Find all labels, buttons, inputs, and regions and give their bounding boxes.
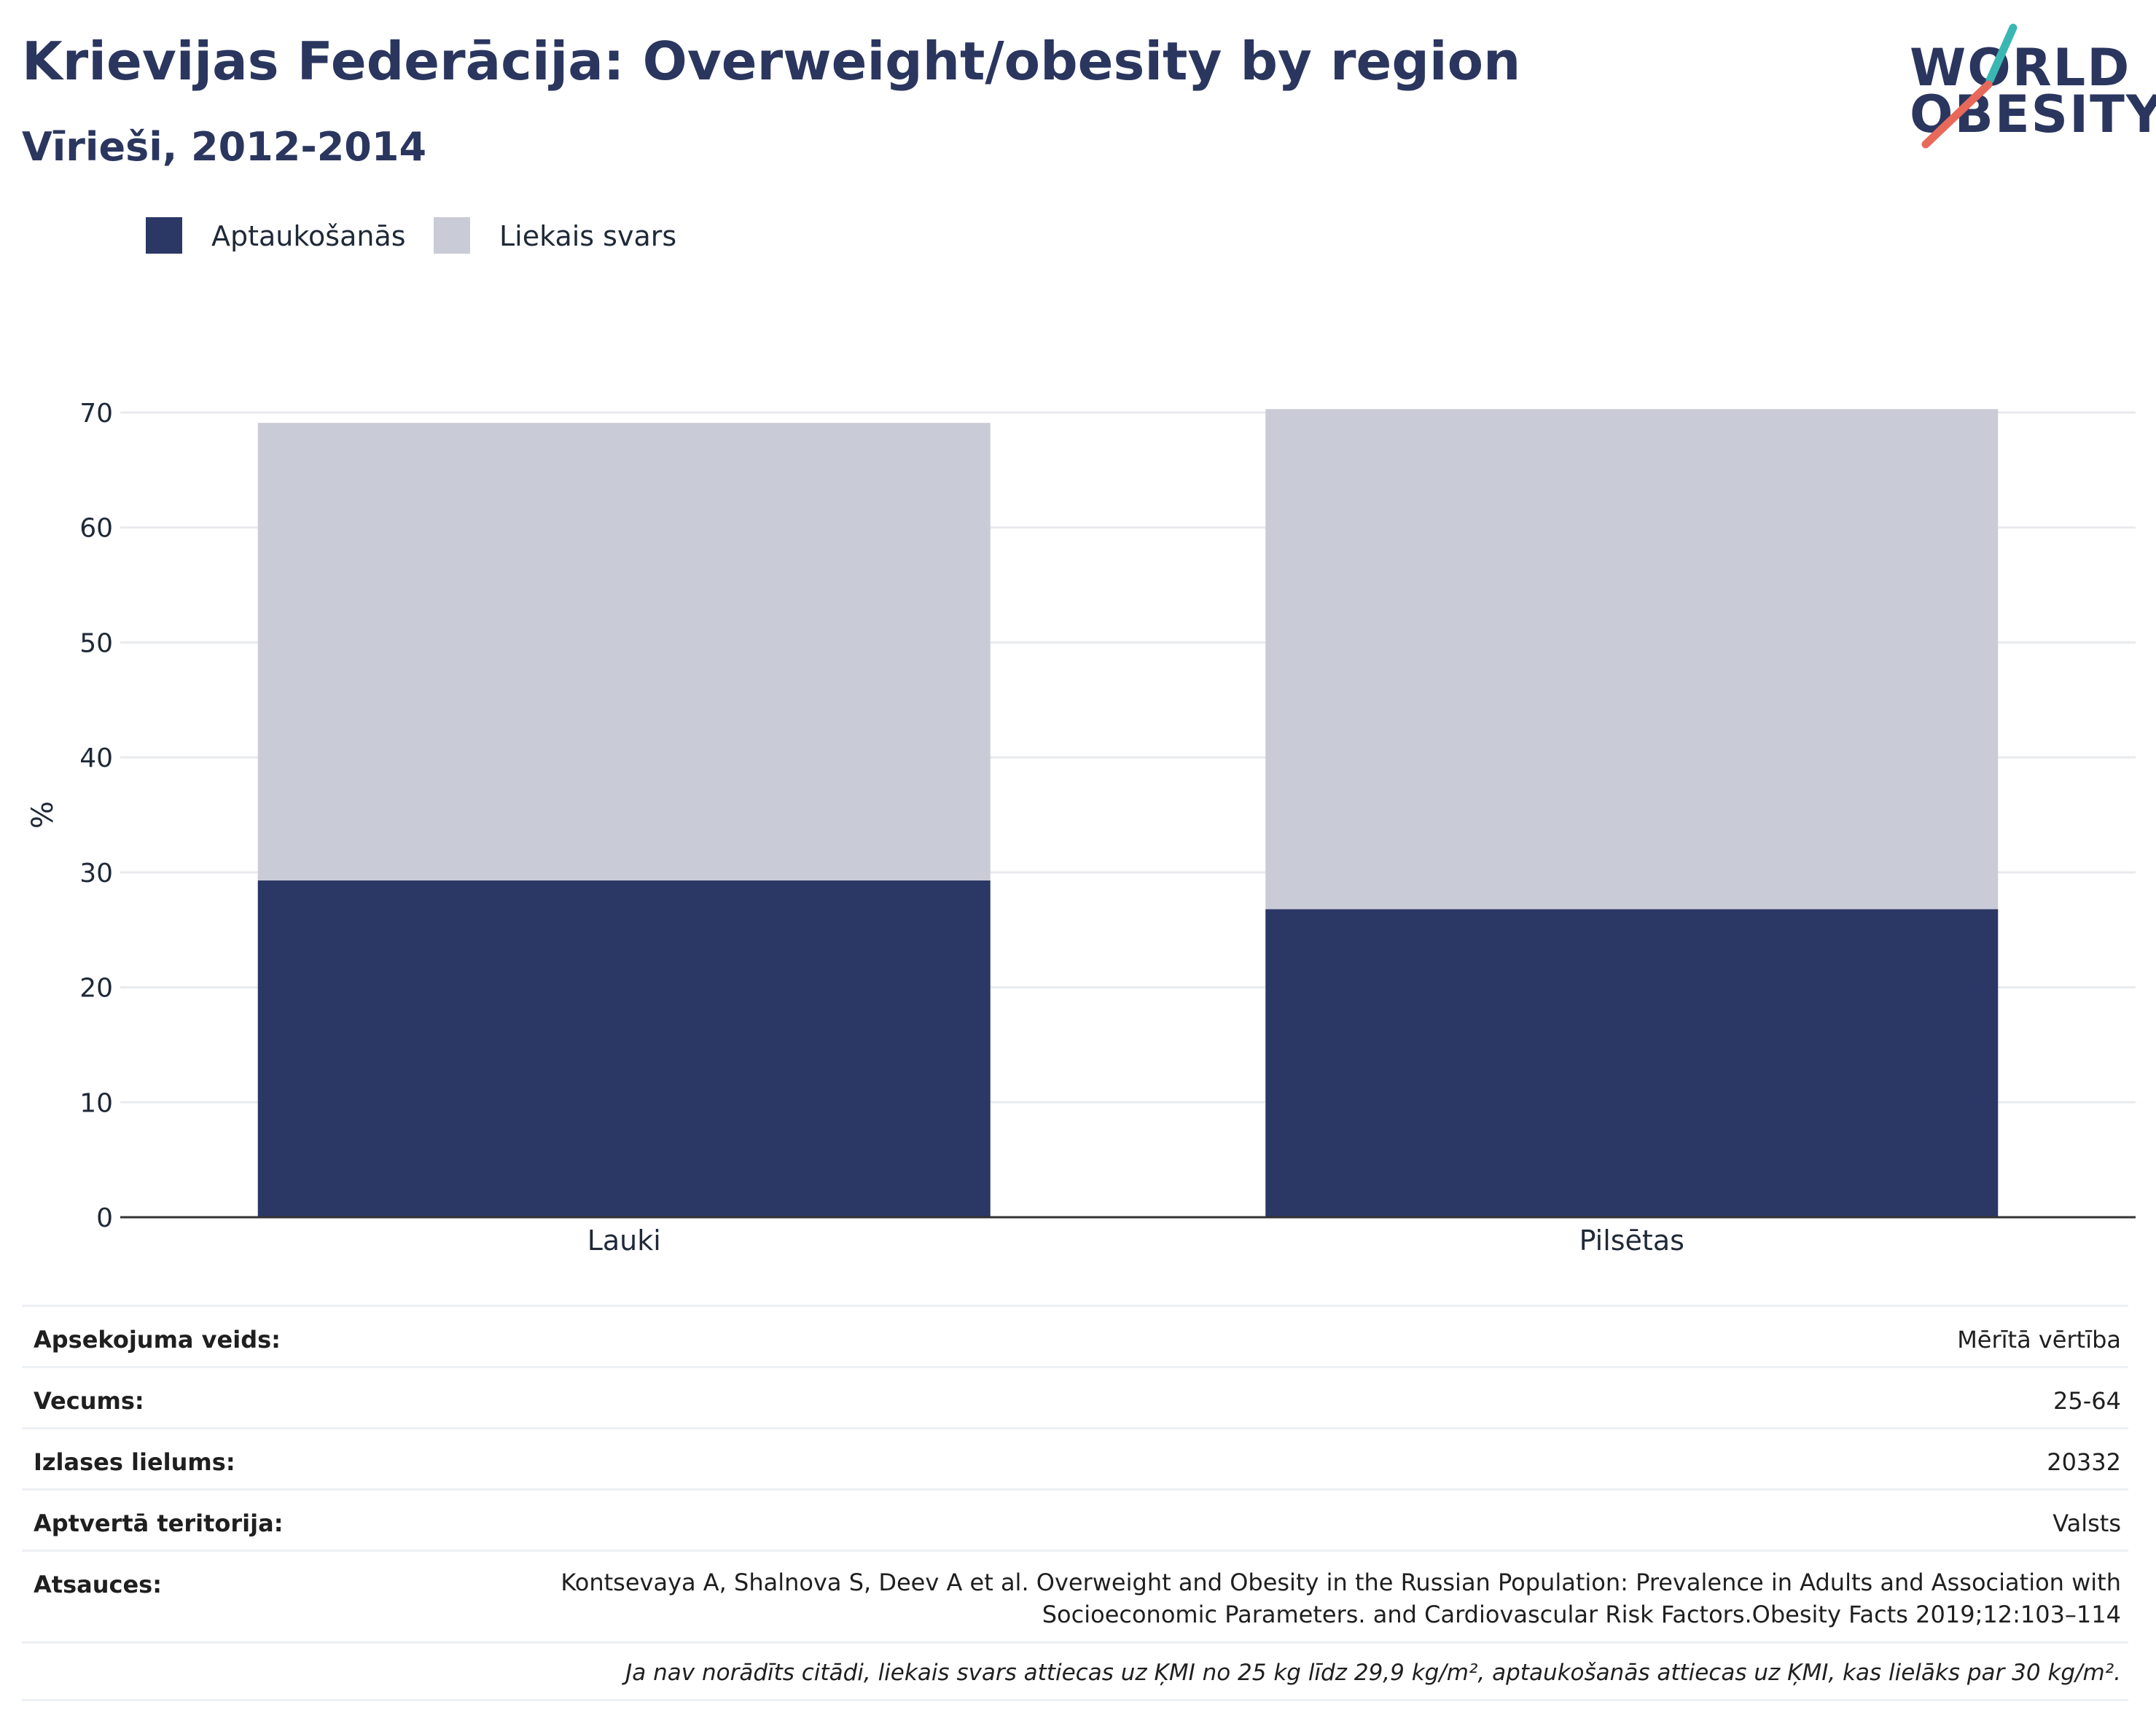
y-tick-label: 70 xyxy=(79,399,113,429)
coverage-value: Valsts xyxy=(2053,1510,2121,1537)
age-label: Vecums: xyxy=(34,1387,144,1415)
y-tick-label: 60 xyxy=(79,514,113,544)
info-row-note: Ja nav norādīts citādi, liekais svars at… xyxy=(22,1641,2128,1701)
logo-word-world: WORLD xyxy=(1910,38,2131,98)
references-value: Kontsevaya A, Shalnova S, Deev A et al. … xyxy=(561,1569,2121,1628)
logo-word-obesity: OBESITY xyxy=(1910,85,2156,144)
chart-subtitle: Vīrieši, 2012-2014 xyxy=(22,124,427,170)
info-row-references: Atsauces: Kontsevaya A, Shalnova S, Deev… xyxy=(22,1550,2128,1641)
y-tick-label: 30 xyxy=(79,859,113,889)
info-row-coverage: Aptvertā teritorija: Valsts xyxy=(22,1488,2128,1550)
x-tick-label: Lauki xyxy=(587,1225,661,1257)
y-tick-label: 50 xyxy=(79,628,113,658)
y-axis-title: % xyxy=(26,801,60,829)
chart-labels: 0 10 20 30 40 50 60 70 Lauki Pilsētas% xyxy=(26,399,1684,1257)
info-row-survey-type: Apsekojuma veids: Mērītā vērtība xyxy=(22,1305,2128,1366)
world-obesity-logo: WORLD OBESITY xyxy=(1895,22,2156,153)
bar-overweight-0 xyxy=(257,423,991,880)
bar-obesity-0 xyxy=(257,880,991,1217)
legend-swatch-overweight xyxy=(434,217,470,254)
legend-swatch-obesity xyxy=(146,217,182,254)
definition-note: Ja nav norādīts citādi, liekais svars at… xyxy=(625,1660,2121,1686)
y-tick-label: 20 xyxy=(79,974,113,1004)
survey-type-value: Mērītā vērtība xyxy=(1957,1326,2121,1354)
y-tick-label: 0 xyxy=(96,1203,113,1233)
bar-chart: 0 10 20 30 40 50 60 70 Lauki Pilsētas% xyxy=(26,399,2136,1257)
bar-overweight-1 xyxy=(1265,409,1999,910)
legend-label-overweight: Liekais svars xyxy=(499,220,677,252)
info-row-age: Vecums: 25-64 xyxy=(22,1366,2128,1427)
sample-size-value: 20332 xyxy=(2047,1448,2121,1476)
y-tick-label: 40 xyxy=(79,743,113,773)
age-value: 25-64 xyxy=(2053,1387,2121,1415)
survey-type-label: Apsekojuma veids: xyxy=(34,1326,281,1354)
sample-size-label: Izlases lielums: xyxy=(34,1448,235,1476)
coverage-label: Aptvertā teritorija: xyxy=(34,1510,284,1537)
chart-title: Krievijas Federācija: Overweight/obesity… xyxy=(22,31,1521,92)
legend-label-obesity: Aptaukošanās xyxy=(211,220,406,252)
survey-info-table: Apsekojuma veids: Mērītā vērtība Vecums:… xyxy=(22,1305,2128,1701)
chart-bars xyxy=(257,409,1999,1217)
references-label: Atsauces: xyxy=(34,1571,162,1598)
x-tick-label: Pilsētas xyxy=(1579,1225,1684,1257)
info-row-sample-size: Izlases lielums: 20332 xyxy=(22,1427,2128,1488)
logo-slash-icon xyxy=(1921,23,2018,149)
y-tick-label: 10 xyxy=(79,1088,113,1118)
bar-obesity-1 xyxy=(1265,909,1999,1217)
